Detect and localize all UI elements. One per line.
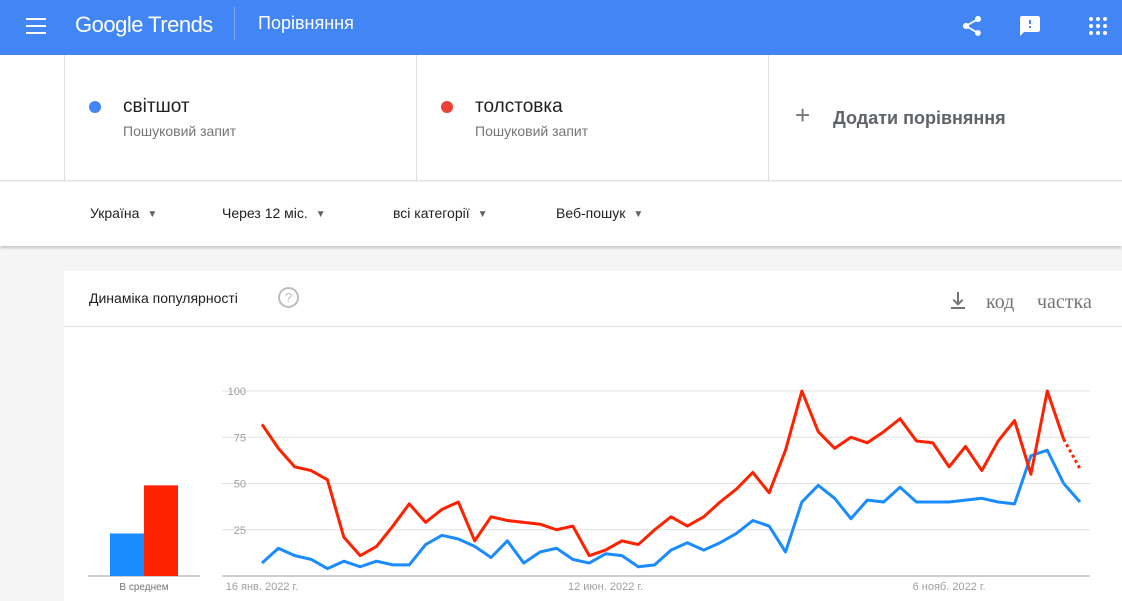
series-partial-segment-1: [1064, 484, 1080, 503]
x-tick-label: 6 нояб. 2022 г.: [913, 581, 986, 593]
x-tick-label: 12 июн. 2022 г.: [568, 581, 643, 593]
y-tick-label: 75: [234, 432, 246, 444]
y-tick-label: 25: [234, 525, 246, 537]
average-bar-1: [110, 533, 144, 576]
y-tick-label: 50: [234, 479, 246, 491]
x-tick-label: 16 янв. 2022 г.: [226, 581, 299, 593]
series-line-2: [262, 391, 1064, 556]
series-line-1: [262, 450, 1064, 568]
y-tick-label: 100: [228, 386, 246, 398]
average-bar-2: [144, 485, 178, 576]
average-label: В среднем: [119, 582, 168, 593]
series-partial-segment-2: [1064, 439, 1080, 469]
